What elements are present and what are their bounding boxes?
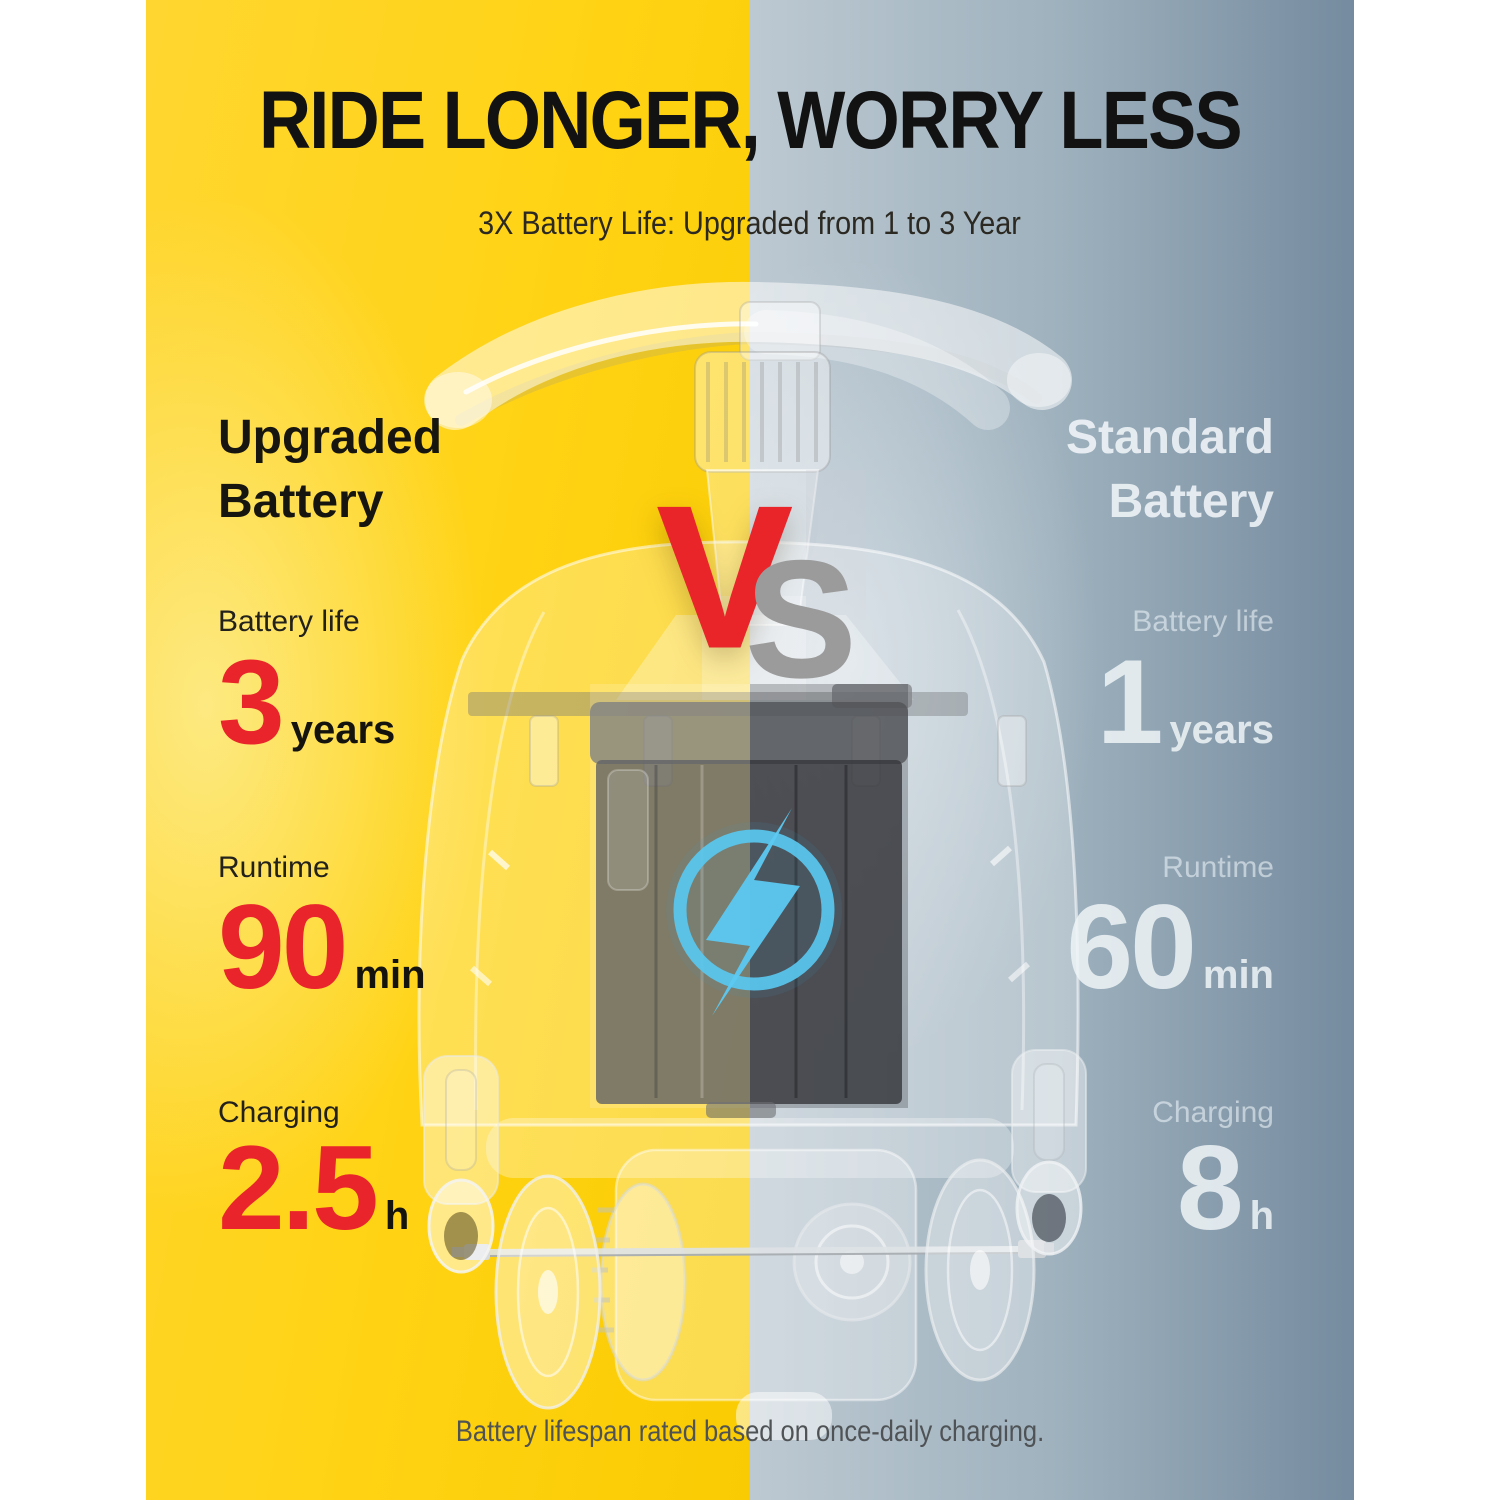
main-title: RIDE LONGER, WORRY LESS — [146, 80, 1354, 162]
right-battery-life-unit: years — [1169, 708, 1274, 752]
footnote: Battery lifespan rated based on once-dai… — [146, 1412, 1354, 1451]
footnote-text: Battery lifespan rated based on once-dai… — [455, 1415, 1045, 1448]
upgraded-battery-heading: Upgraded Battery — [218, 406, 442, 534]
right-charging-value-row: 8 h — [1177, 1128, 1274, 1248]
left-charging-unit: h — [384, 1194, 410, 1238]
standard-battery-heading: Standard Battery — [1066, 406, 1274, 534]
vs-letter-s: S — [745, 527, 857, 711]
left-battery-life-value-row: 3 years — [218, 642, 395, 762]
left-charging-value-row: 2.5 h — [218, 1128, 409, 1248]
left-runtime-value: 90 — [218, 880, 348, 1014]
graphic-stage: RIDE LONGER, WORRY LESS 3X Battery Life:… — [146, 0, 1354, 1500]
main-title-text: RIDE LONGER, WORRY LESS — [259, 75, 1243, 166]
right-runtime-unit: min — [1202, 953, 1274, 997]
right-charging-label: Charging — [1152, 1096, 1274, 1129]
right-runtime-label: Runtime — [1162, 851, 1274, 884]
right-charging-unit: h — [1249, 1194, 1274, 1238]
left-charging-value: 2.5 — [218, 1121, 379, 1255]
standard-heading-line1: Standard — [1065, 411, 1274, 464]
right-battery-life-value-row: 1 years — [1097, 642, 1274, 762]
left-charging-label: Charging — [218, 1096, 340, 1129]
subtitle-text: 3X Battery Life: Upgraded from 1 to 3 Ye… — [478, 205, 1022, 241]
left-runtime-unit: min — [354, 953, 426, 997]
left-battery-life-unit: years — [290, 708, 396, 752]
right-runtime-value: 60 — [1066, 880, 1196, 1014]
right-battery-life-value: 1 — [1096, 635, 1164, 769]
left-battery-life-label: Battery life — [218, 605, 360, 638]
right-charging-value: 8 — [1176, 1121, 1244, 1255]
upgraded-heading-line1: Upgraded — [218, 411, 443, 464]
right-battery-life-label: Battery life — [1132, 605, 1274, 638]
left-runtime-value-row: 90 min — [218, 887, 426, 1007]
standard-heading-line2: Battery — [1108, 475, 1274, 528]
left-runtime-label: Runtime — [218, 851, 330, 884]
subtitle: 3X Battery Life: Upgraded from 1 to 3 Ye… — [146, 203, 1354, 245]
upgraded-heading-line2: Battery — [218, 475, 384, 528]
left-battery-life-value: 3 — [218, 635, 285, 769]
right-runtime-value-row: 60 min — [1066, 887, 1274, 1007]
